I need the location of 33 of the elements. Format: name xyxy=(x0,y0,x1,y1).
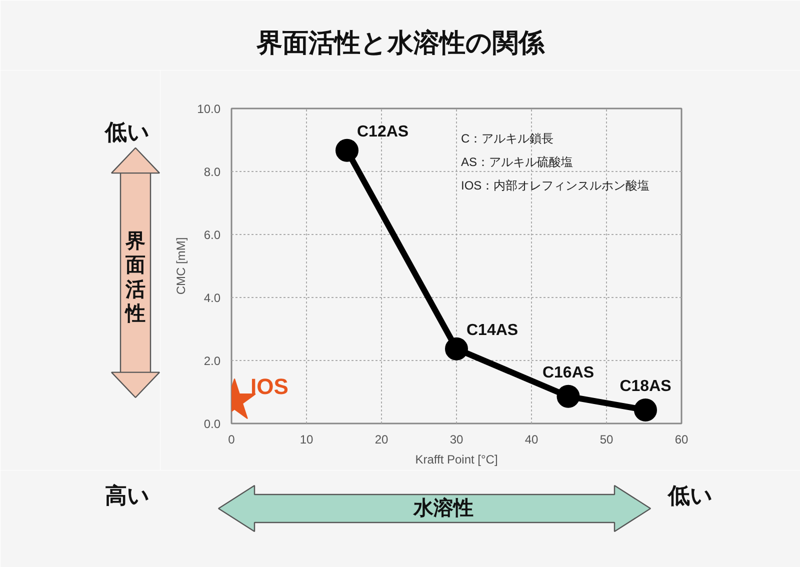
annotation: IOS：内部オレフィンスルホン酸塩 xyxy=(461,178,650,193)
y-tick-label: 8.0 xyxy=(204,165,221,179)
x-tick-label: 30 xyxy=(450,432,464,446)
x-axis-title: Krafft Point [°C] xyxy=(415,452,498,466)
chart-title: 界面活性と水溶性の関係 xyxy=(256,28,546,58)
text: 高い xyxy=(105,483,150,508)
y-tick-label: 2.0 xyxy=(204,354,221,368)
point xyxy=(445,337,468,360)
text: 界面活性 xyxy=(124,230,146,326)
text: 低い xyxy=(104,120,150,145)
y-axis-title: CMC [mM] xyxy=(174,237,188,295)
y-tick-label: 6.0 xyxy=(204,228,221,242)
y-tick-label: 10.0 xyxy=(197,102,221,116)
y-tick-label: 0.0 xyxy=(204,417,221,431)
x-tick-label: 0 xyxy=(228,432,236,446)
annotation: C16AS xyxy=(542,364,594,382)
text: 水溶性 xyxy=(412,496,474,520)
annotation: C14AS xyxy=(466,322,518,339)
point xyxy=(556,384,580,408)
x-tick-label: 40 xyxy=(524,432,538,446)
point xyxy=(336,138,358,162)
point xyxy=(634,398,657,422)
annotation: C18AS xyxy=(620,378,672,395)
x-tick-label: 20 xyxy=(374,432,388,446)
series-label: IOS xyxy=(250,374,288,399)
text: 低い xyxy=(667,483,713,508)
y-tick-label: 4.0 xyxy=(204,291,221,305)
annotation: AS：アルキル硫酸塩 xyxy=(461,155,574,170)
x-tick-label: 60 xyxy=(674,432,688,446)
annotation: C12AS xyxy=(357,123,409,140)
annotation: C：アルキル鎖長 xyxy=(461,131,554,146)
x-tick-label: 10 xyxy=(300,432,314,446)
x-tick-label: 50 xyxy=(600,432,614,446)
